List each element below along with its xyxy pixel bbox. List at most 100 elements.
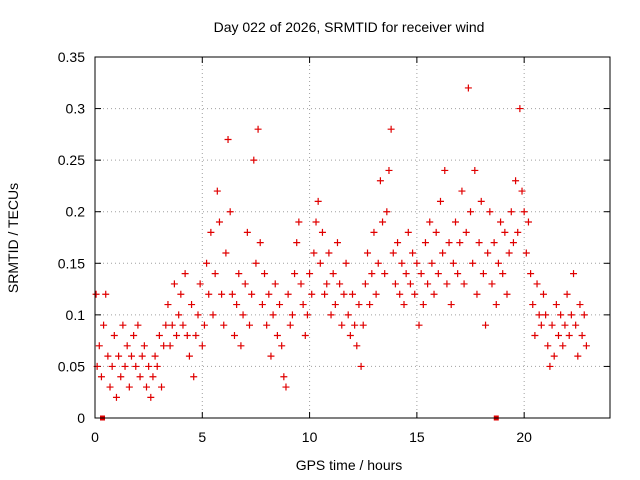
data-point xyxy=(353,342,361,350)
data-point xyxy=(170,280,178,288)
data-point xyxy=(512,177,520,185)
data-point xyxy=(563,290,571,298)
data-point xyxy=(185,352,193,360)
y-axis-label: SRMTID / TECUs xyxy=(5,183,21,293)
data-point xyxy=(567,311,575,319)
data-point xyxy=(458,187,466,195)
data-points xyxy=(92,84,590,421)
data-point xyxy=(404,228,412,236)
data-point xyxy=(559,342,567,350)
data-point xyxy=(527,270,535,278)
data-point xyxy=(531,331,539,339)
data-point xyxy=(509,239,517,247)
data-point xyxy=(507,208,515,216)
data-point xyxy=(258,301,266,309)
data-point xyxy=(542,311,550,319)
data-point xyxy=(288,311,296,319)
data-point xyxy=(252,259,260,267)
data-point xyxy=(207,228,215,236)
data-point xyxy=(539,290,547,298)
data-point xyxy=(355,301,363,309)
data-point xyxy=(503,290,511,298)
data-point xyxy=(406,280,414,288)
data-point xyxy=(181,270,189,278)
data-point xyxy=(149,373,157,381)
data-point xyxy=(516,105,524,113)
data-point xyxy=(533,280,541,288)
data-point xyxy=(572,321,580,329)
data-point xyxy=(400,301,408,309)
data-point xyxy=(318,228,326,236)
data-point xyxy=(488,280,496,288)
data-point xyxy=(372,290,380,298)
data-point xyxy=(486,208,494,216)
data-point xyxy=(123,342,131,350)
data-point xyxy=(454,270,462,278)
data-point xyxy=(110,331,118,339)
data-point xyxy=(166,342,174,350)
data-point xyxy=(576,301,584,309)
data-point xyxy=(331,301,339,309)
data-point xyxy=(306,270,314,278)
data-point xyxy=(265,290,273,298)
data-point xyxy=(183,331,191,339)
data-point xyxy=(394,239,402,247)
data-point xyxy=(179,321,187,329)
data-point xyxy=(205,290,213,298)
data-point xyxy=(263,321,271,329)
data-point xyxy=(218,290,226,298)
data-point xyxy=(248,290,256,298)
data-point xyxy=(565,331,573,339)
data-point xyxy=(385,166,393,174)
data-point xyxy=(494,259,502,267)
data-point xyxy=(104,352,112,360)
data-point xyxy=(428,259,436,267)
data-point xyxy=(160,342,168,350)
data-point xyxy=(490,239,498,247)
data-point xyxy=(136,373,144,381)
y-tick-label: 0.25 xyxy=(58,152,85,168)
data-point xyxy=(441,166,449,174)
data-point xyxy=(308,290,316,298)
data-point xyxy=(413,259,421,267)
data-point xyxy=(484,249,492,257)
data-point xyxy=(580,311,588,319)
data-point xyxy=(514,228,522,236)
data-point xyxy=(357,362,365,370)
data-point xyxy=(112,393,120,401)
y-tick-label: 0.3 xyxy=(66,101,86,117)
data-point xyxy=(194,311,202,319)
data-point xyxy=(134,321,142,329)
data-point xyxy=(224,136,232,144)
data-point xyxy=(215,218,223,226)
data-point xyxy=(529,301,537,309)
data-point xyxy=(505,249,513,257)
y-tick-label: 0.15 xyxy=(58,255,85,271)
data-point xyxy=(316,259,324,267)
data-point xyxy=(138,352,146,360)
data-point xyxy=(417,270,425,278)
data-point xyxy=(151,352,159,360)
data-point xyxy=(464,84,472,92)
data-point xyxy=(250,156,258,164)
data-point xyxy=(239,311,247,319)
data-point xyxy=(329,270,337,278)
data-point xyxy=(434,270,442,278)
data-point xyxy=(387,125,395,133)
data-point xyxy=(546,362,554,370)
data-point xyxy=(278,342,286,350)
data-point xyxy=(381,270,389,278)
data-point xyxy=(293,239,301,247)
data-point xyxy=(333,239,341,247)
data-point xyxy=(321,290,329,298)
data-point xyxy=(269,311,277,319)
data-point xyxy=(297,280,305,288)
data-point xyxy=(344,311,352,319)
data-point xyxy=(241,280,249,288)
data-point xyxy=(145,362,153,370)
data-point xyxy=(518,187,526,195)
data-point xyxy=(323,280,331,288)
data-point xyxy=(192,331,200,339)
data-point xyxy=(349,290,356,298)
